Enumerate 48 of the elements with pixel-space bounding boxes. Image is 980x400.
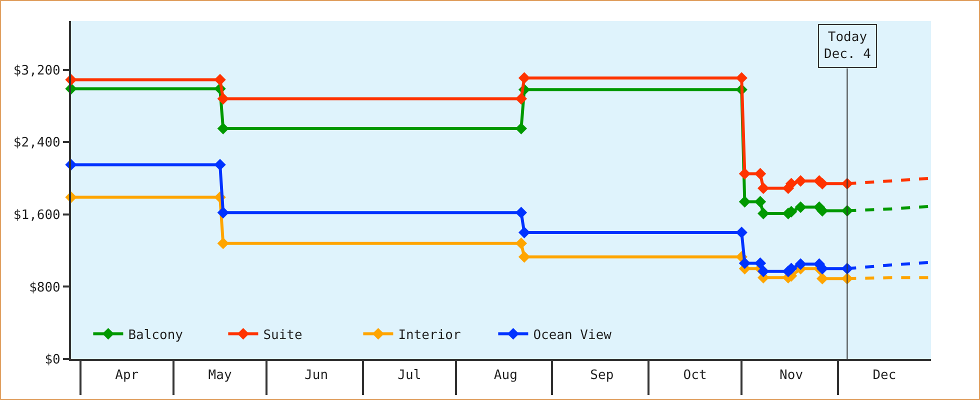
legend-label: Ocean View <box>533 328 612 343</box>
point <box>736 226 748 238</box>
y-tick-label: $1,600 <box>13 208 60 223</box>
y-tick-label: $2,400 <box>13 136 60 151</box>
x-tick-label: Dec <box>872 368 896 383</box>
legend-label: Interior <box>398 328 461 343</box>
point <box>214 74 226 86</box>
point <box>217 122 229 134</box>
point <box>758 182 770 194</box>
x-tick-label: Nov <box>780 368 804 383</box>
x-tick-label: May <box>208 368 232 383</box>
point <box>515 237 528 250</box>
point <box>758 265 770 278</box>
legend-label: Balcony <box>128 328 184 343</box>
point <box>518 226 530 238</box>
point <box>794 175 806 187</box>
point <box>738 196 751 208</box>
point <box>794 201 806 214</box>
x-tick-label: Aug <box>494 368 518 383</box>
y-tick-label: $3,200 <box>13 63 60 78</box>
point <box>515 122 528 134</box>
point <box>736 72 748 84</box>
point <box>785 262 798 274</box>
point <box>738 257 751 270</box>
y-tick-label: $0 <box>44 352 60 368</box>
point <box>518 72 530 84</box>
point <box>518 251 530 263</box>
point <box>754 168 766 180</box>
x-tick-label: Apr <box>115 368 139 383</box>
point <box>217 92 229 105</box>
point <box>217 206 229 218</box>
point <box>515 206 528 218</box>
y-tick-label: $800 <box>29 280 60 296</box>
point <box>754 196 766 208</box>
point <box>214 158 226 171</box>
x-tick-label: Oct <box>683 368 707 383</box>
point <box>816 272 828 284</box>
point <box>794 258 806 270</box>
point <box>515 92 528 105</box>
x-tick-label: Sep <box>590 368 614 383</box>
x-tick-label: Jul <box>398 368 422 383</box>
point <box>738 168 751 180</box>
x-tick-label: Jun <box>304 368 328 383</box>
point <box>217 237 229 250</box>
point <box>758 208 770 220</box>
point <box>754 257 766 270</box>
legend-label: Suite <box>263 328 303 343</box>
ref-line-label: Today Dec. 4 <box>824 30 872 62</box>
